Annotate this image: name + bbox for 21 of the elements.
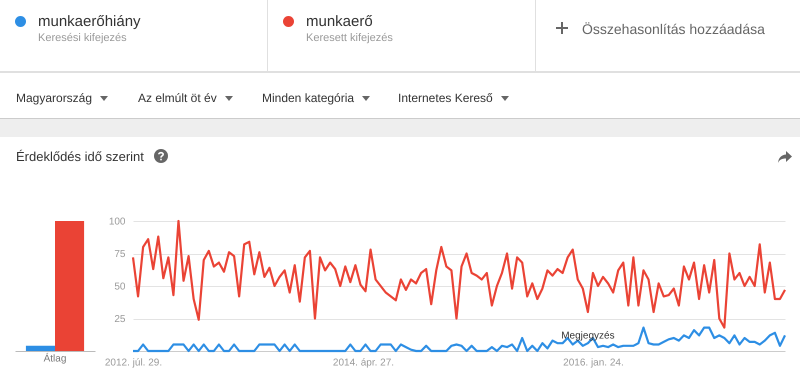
y-tick-label: 100 (108, 216, 126, 228)
line-series (132, 220, 786, 329)
y-tick-label: 50 (114, 282, 126, 292)
annotation: Megjegyzés (561, 330, 615, 342)
y-tick-label: 75 (114, 249, 126, 260)
text: Az elmúlt öt év (138, 91, 217, 105)
text: Minden kategória (262, 91, 354, 105)
x-tick-label: Átlag (44, 352, 66, 364)
chart-title: Érdeklődés idő szerint (16, 149, 144, 164)
legend-label: munkaerő (306, 13, 373, 30)
x-tick-label: 2012. júl. 29. (104, 358, 162, 368)
x-tick-label: 2016. jan. 24. (563, 358, 624, 368)
text: Internetes Kereső (398, 91, 493, 105)
text: Keresési kifejezés (38, 32, 127, 44)
text: Keresett kifejezés (306, 32, 393, 44)
text: Összehasonlítás hozzáadása (582, 21, 765, 37)
x-tick-label: 2014. ápr. 27. (332, 358, 394, 368)
legend-label: munkaerőhiány (38, 13, 141, 30)
line-series (132, 326, 786, 352)
text: Magyarország (16, 91, 92, 105)
y-tick-label: 25 (114, 314, 126, 325)
